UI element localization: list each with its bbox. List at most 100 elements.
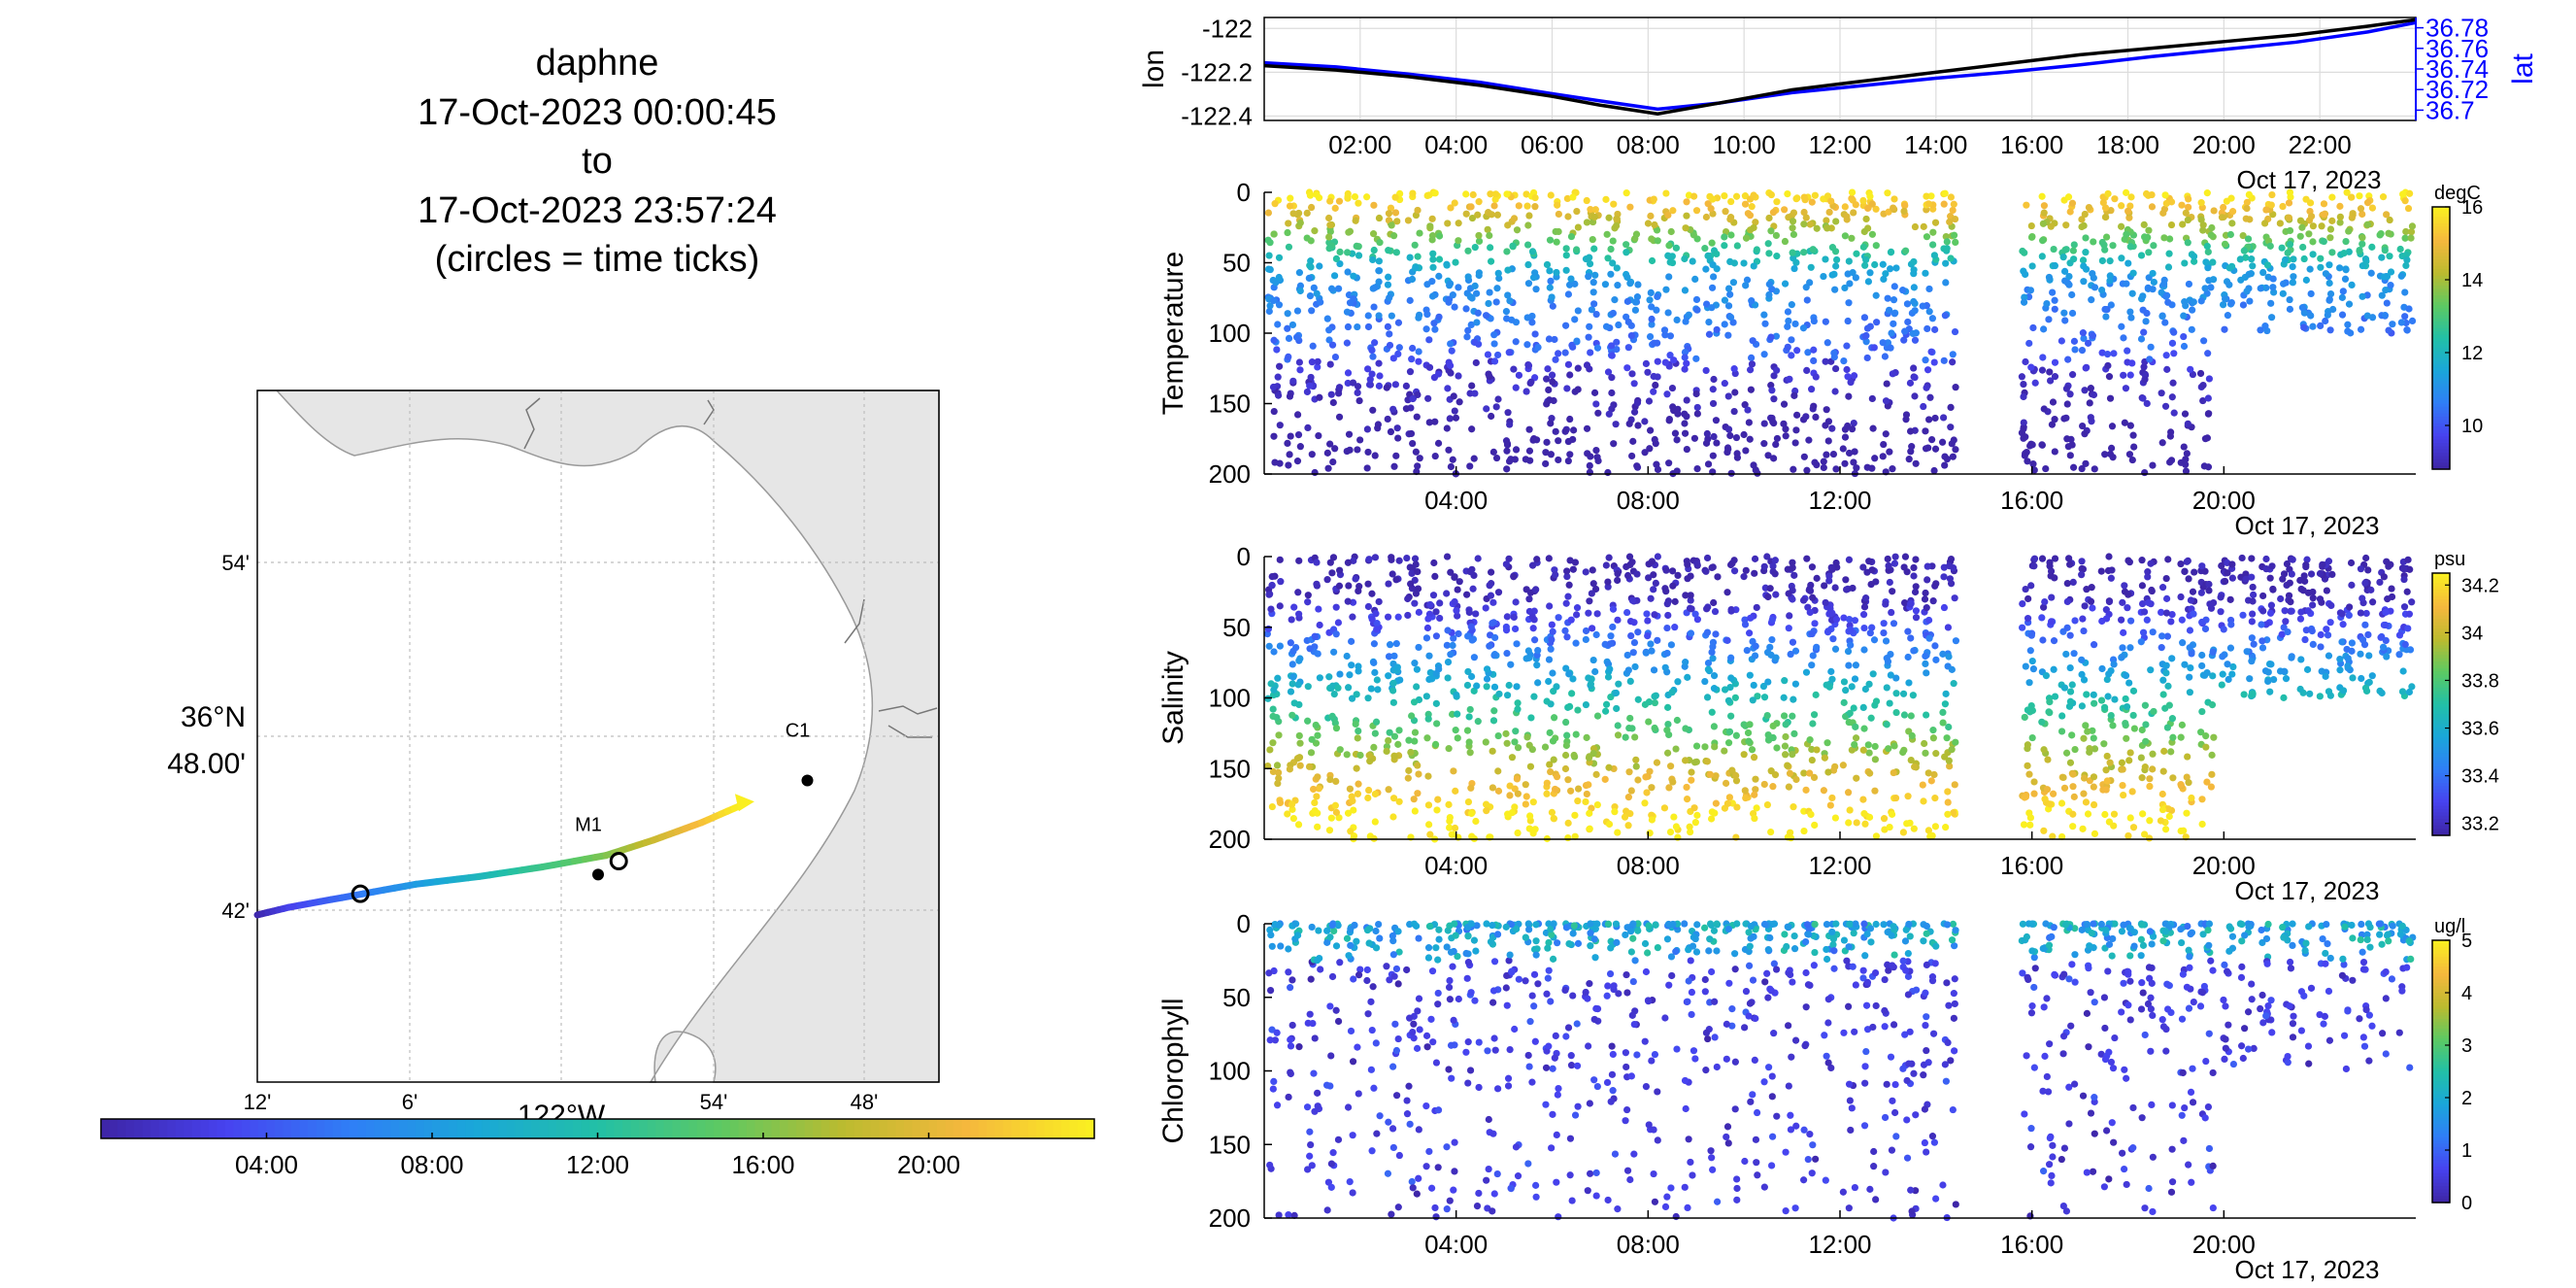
data-point [1671,597,1679,605]
data-point [1859,563,1867,571]
data-point [2051,693,2059,700]
data-point [1833,255,1841,264]
data-point [2300,254,2308,263]
data-point [1690,192,1698,200]
data-point [2343,188,2351,196]
data-point [1708,304,1716,312]
data-point [2404,556,2412,563]
data-point [1707,815,1716,823]
data-point [1334,1135,1343,1143]
data-point [1583,790,1590,798]
data-point [2080,774,2089,782]
data-point [2087,597,2095,605]
data-point [1947,424,1955,431]
data-point [1726,683,1734,692]
data-point [1523,202,1531,210]
data-point [1760,311,1768,319]
data-point [1314,357,1321,365]
data-point [1446,824,1454,831]
data-point [1404,217,1413,224]
data-point [2406,189,2414,197]
data-point [1704,252,1712,259]
data-point [1276,556,1284,563]
data-point [1563,572,1571,581]
data-point [1270,336,1278,344]
data-point [1647,426,1655,434]
data-point [2408,598,2416,606]
data-point [2150,278,2158,287]
data-point [1710,598,1718,607]
data-point [1264,236,1272,244]
data-point [1693,410,1701,418]
data-point [1607,270,1615,278]
colorbar-swatch [2432,301,2450,306]
data-point [1641,799,1649,807]
map-lat-tick-label: 42' [221,898,250,923]
data-point [2367,269,2375,277]
data-point [2369,598,2377,606]
colorbar-swatch [2432,229,2450,234]
data-point [2060,784,2069,792]
data-point [1455,284,1462,291]
data-point [2169,774,2177,782]
data-point [1846,806,1854,814]
data-point [2121,419,2128,426]
data-point [2062,221,2070,229]
data-point [2208,770,2216,778]
data-point [1389,405,1397,413]
data-point [1708,708,1716,716]
data-point [1709,452,1717,459]
data-point [1651,220,1658,229]
colorbar-swatch [937,1119,947,1138]
data-point [1468,294,1476,302]
data-point [2040,209,2048,217]
data-point [2181,259,2189,267]
data-point [1375,359,1383,367]
data-point [2406,565,2414,573]
data-point [1271,200,1279,208]
data-point [2098,256,2106,265]
data-point [1674,678,1682,686]
data-point [1892,708,1900,717]
data-point [1883,380,1890,388]
data-point [1464,326,1472,334]
data-point [1455,220,1462,227]
data-point [1626,677,1634,686]
data-point [1502,923,1510,931]
data-point [1345,228,1353,236]
data-point [1316,674,1323,682]
data-point [2298,304,2307,312]
data-point [1683,359,1690,367]
data-point [1827,197,1835,205]
data-point [1323,1206,1331,1214]
x-tick-label: 12:00 [1808,851,1871,880]
data-point [1329,458,1337,466]
data-point [1370,659,1378,666]
data-point [1310,1069,1318,1077]
colorbar-swatch [945,1119,954,1138]
data-point [1931,414,1939,423]
data-point [2190,610,2197,618]
data-point [1344,268,1352,276]
data-point [2040,405,2048,413]
colorbar-swatch [2432,809,2450,813]
data-point [1627,331,1635,340]
data-point [1947,580,1956,588]
data-point [1314,773,1321,781]
data-point [1950,436,1957,444]
data-point [1529,798,1537,806]
data-point [1332,1006,1340,1014]
data-point [1648,315,1656,323]
data-point [2300,572,2308,580]
data-point [1664,720,1672,729]
data-point [1415,770,1422,778]
data-point [2129,269,2137,277]
data-point [1394,740,1402,748]
colorbar-swatch [2432,243,2450,248]
data-point [1887,671,1894,679]
data-point [1590,389,1599,396]
data-point [2402,261,2410,270]
data-point [2218,681,2225,689]
data-point [1364,580,1372,588]
